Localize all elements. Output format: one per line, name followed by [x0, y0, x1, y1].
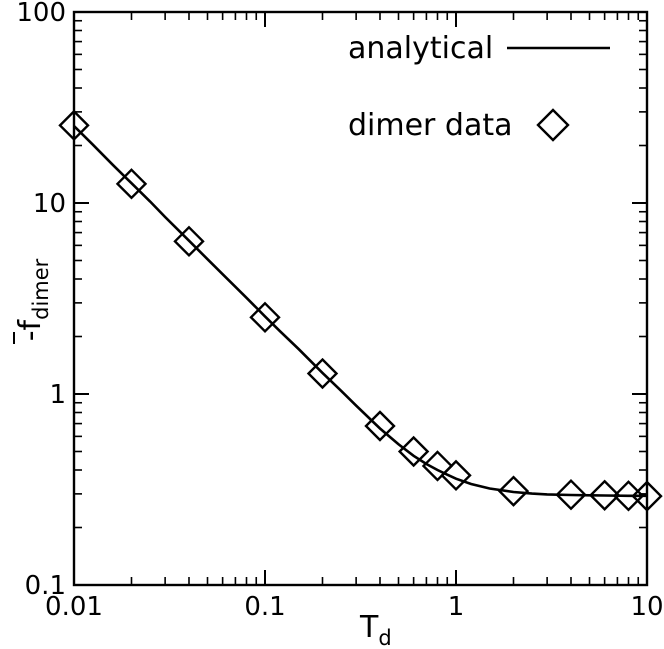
minor-ticks: [74, 12, 647, 585]
y-axis-title: -fdimer: [13, 258, 53, 344]
data-point-diamond: [497, 475, 530, 507]
series-markers: [58, 109, 663, 512]
y-tick-label: 10: [33, 189, 66, 219]
data-point-diamond: [397, 435, 430, 468]
svg-text:-fdimer: -fdimer: [13, 258, 53, 341]
data-point-diamond: [115, 168, 148, 200]
series-lines: [73, 125, 647, 498]
y-tick-label: 100: [16, 0, 66, 28]
series-line-analytical: [73, 125, 647, 498]
legend: analytical dimer data: [348, 31, 610, 143]
legend-marker-dimer-data: [536, 108, 570, 142]
y-tick-label: 0.1: [25, 571, 66, 601]
plot-frame: [72, 10, 649, 587]
data-point-diamond: [440, 459, 472, 492]
x-tick-label: 10: [630, 592, 663, 622]
x-tick-label: 0.01: [45, 592, 103, 622]
y-axis-title-sub: dimer: [29, 258, 53, 320]
data-point-diamond: [173, 225, 205, 258]
data-point-diamond: [588, 479, 621, 511]
x-axis-title-main: T: [359, 610, 379, 645]
x-axis-title-sub: d: [378, 626, 391, 649]
data-point-diamond: [421, 450, 454, 482]
x-axis-title: Td: [359, 610, 392, 649]
y-tick-label: 1: [49, 380, 66, 410]
y-axis-title-main: f: [13, 318, 48, 330]
legend-label-dimer-data: dimer data: [348, 108, 513, 143]
data-point-diamond: [555, 479, 587, 511]
x-tick-labels: 0.01 0.1 1 10: [45, 592, 663, 622]
x-tick-label: 1: [448, 592, 465, 622]
data-point-diamond: [249, 301, 281, 334]
data-point-diamond: [306, 357, 339, 390]
data-point-diamond: [364, 410, 396, 442]
y-tick-labels: 0.1 1 10 100: [16, 0, 66, 601]
y-axis-title-prefix: -: [13, 330, 48, 341]
x-tick-label: 0.1: [244, 592, 285, 622]
legend-label-analytical: analytical: [348, 31, 493, 66]
